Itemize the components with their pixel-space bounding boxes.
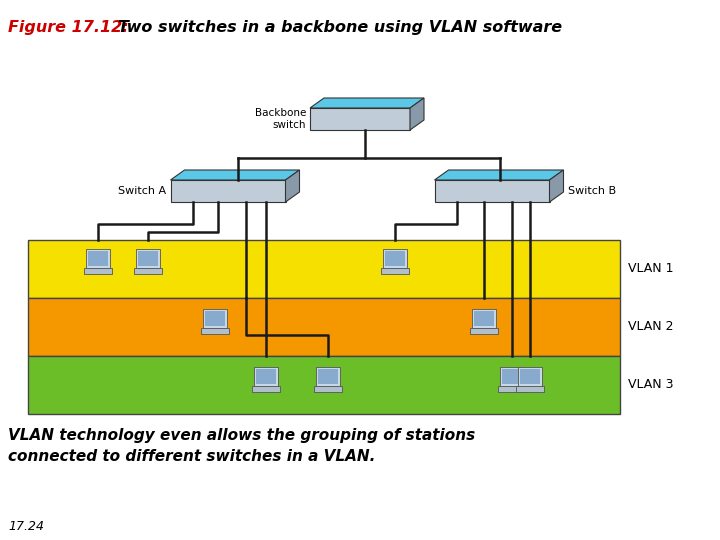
Polygon shape — [138, 251, 158, 266]
Polygon shape — [252, 386, 280, 392]
Polygon shape — [134, 268, 162, 274]
Text: 17.24: 17.24 — [8, 520, 44, 533]
Polygon shape — [171, 170, 300, 180]
Polygon shape — [520, 369, 541, 384]
Polygon shape — [318, 369, 338, 384]
Polygon shape — [381, 268, 409, 274]
Polygon shape — [382, 249, 408, 268]
Polygon shape — [434, 170, 564, 180]
Polygon shape — [500, 367, 524, 386]
Polygon shape — [474, 311, 495, 326]
Polygon shape — [470, 328, 498, 334]
Polygon shape — [286, 170, 300, 202]
Polygon shape — [202, 309, 228, 328]
Polygon shape — [256, 369, 276, 384]
Text: VLAN 3: VLAN 3 — [628, 379, 673, 392]
Text: VLAN technology even allows the grouping of stations
connected to different swit: VLAN technology even allows the grouping… — [8, 428, 475, 464]
Polygon shape — [253, 367, 279, 386]
Polygon shape — [315, 367, 341, 386]
Polygon shape — [498, 386, 526, 392]
Polygon shape — [384, 251, 405, 266]
Polygon shape — [516, 386, 544, 392]
Polygon shape — [204, 311, 225, 326]
Polygon shape — [310, 108, 410, 130]
Polygon shape — [314, 386, 342, 392]
Polygon shape — [410, 98, 424, 130]
Polygon shape — [171, 180, 286, 202]
Polygon shape — [28, 356, 620, 414]
Polygon shape — [434, 180, 549, 202]
Polygon shape — [518, 367, 542, 386]
Text: Two switches in a backbone using VLAN software: Two switches in a backbone using VLAN so… — [118, 20, 562, 35]
Polygon shape — [135, 249, 161, 268]
Text: VLAN 2: VLAN 2 — [628, 321, 673, 334]
Text: VLAN 1: VLAN 1 — [628, 262, 673, 275]
Polygon shape — [28, 298, 620, 356]
Polygon shape — [502, 369, 523, 384]
Polygon shape — [310, 98, 424, 108]
Text: Backbone
switch: Backbone switch — [255, 108, 306, 130]
Polygon shape — [549, 170, 564, 202]
Text: Switch A: Switch A — [118, 186, 166, 196]
Text: Figure 17.12:: Figure 17.12: — [8, 20, 129, 35]
Polygon shape — [88, 251, 109, 266]
Polygon shape — [28, 240, 620, 298]
Text: Switch B: Switch B — [567, 186, 616, 196]
Polygon shape — [84, 268, 112, 274]
Polygon shape — [201, 328, 229, 334]
Polygon shape — [472, 309, 496, 328]
Polygon shape — [86, 249, 110, 268]
